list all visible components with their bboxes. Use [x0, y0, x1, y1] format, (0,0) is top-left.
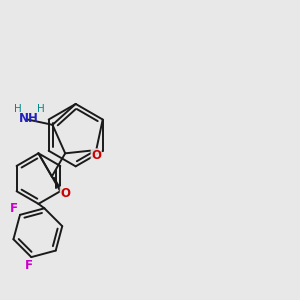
Text: O: O — [91, 149, 101, 162]
Text: O: O — [60, 187, 70, 200]
Text: F: F — [25, 259, 33, 272]
Text: H: H — [37, 104, 45, 114]
Text: F: F — [10, 202, 18, 215]
Text: H: H — [14, 104, 21, 114]
Text: NH: NH — [19, 112, 39, 124]
